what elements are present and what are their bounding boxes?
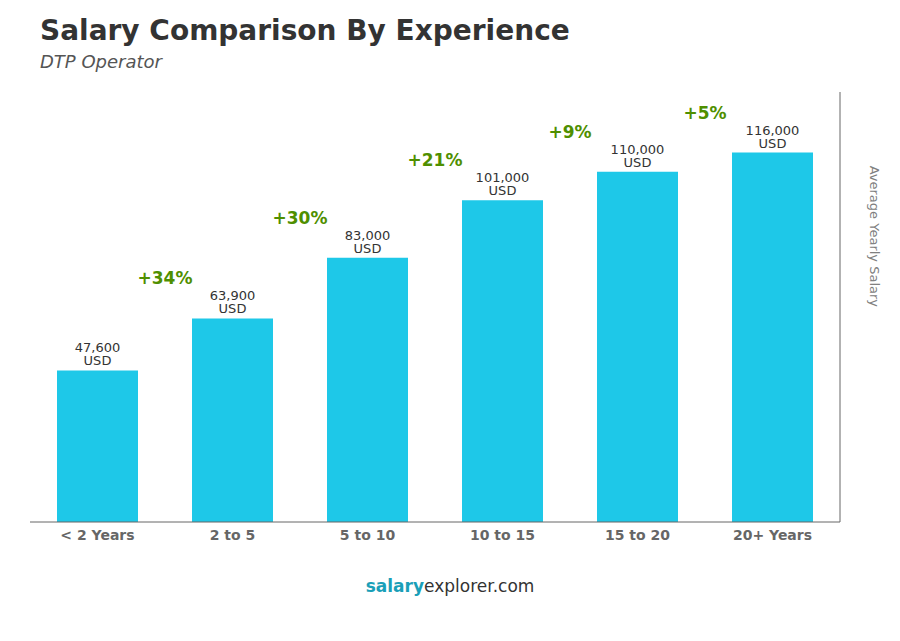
svg-text:2 to 5: 2 to 5 <box>210 527 256 543</box>
svg-text:< 2 Years: < 2 Years <box>60 527 134 543</box>
svg-text:5 to 10: 5 to 10 <box>340 527 396 543</box>
svg-text:101,000USD: 101,000USD <box>476 170 530 198</box>
html-text:DTP Operator: DTP Operator <box>40 51 162 72</box>
svg-text:110,000USD: 110,000USD <box>611 142 665 170</box>
svg-text:+34%: +34% <box>138 268 193 288</box>
svg-text:+21%: +21% <box>408 150 463 170</box>
svg-text:15 to 20: 15 to 20 <box>605 527 670 543</box>
svg-text:+5%: +5% <box>683 103 726 123</box>
html-text:Salary Comparison By Experienc: Salary Comparison By Experience <box>40 14 570 47</box>
svg-text:+30%: +30% <box>273 208 328 228</box>
svg-text:116,000USD: 116,000USD <box>746 123 800 151</box>
svg-text:+9%: +9% <box>548 122 591 142</box>
svg-text:20+ Years: 20+ Years <box>733 527 812 543</box>
svg-text:Average Yearly Salary: Average Yearly Salary <box>867 166 882 308</box>
html-text:salary explorer.com: salary explorer.com <box>365 576 535 596</box>
svg-text:47,600USD: 47,600USD <box>75 340 121 368</box>
svg-text:83,000USD: 83,000USD <box>345 228 391 256</box>
svg-text:10 to 15: 10 to 15 <box>470 527 535 543</box>
svg-text:63,900USD: 63,900USD <box>210 288 256 316</box>
